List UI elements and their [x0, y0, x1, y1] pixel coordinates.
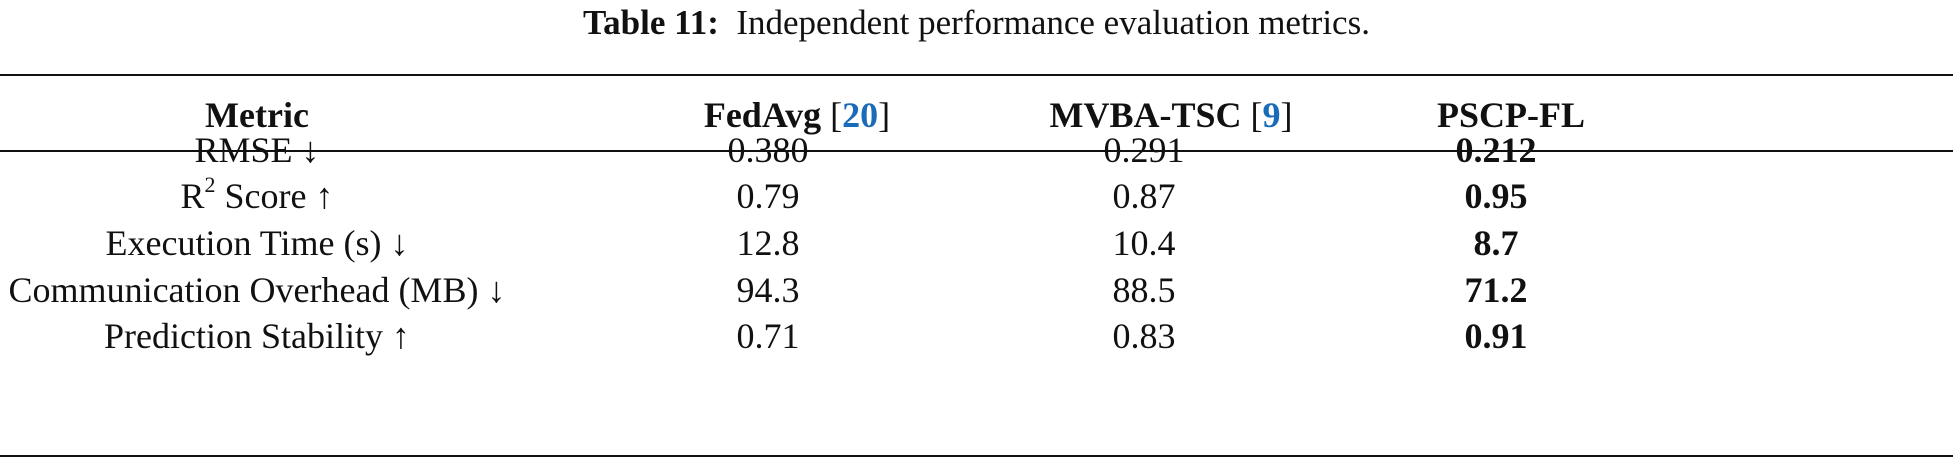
citation-link-9[interactable]: 9 — [1262, 95, 1281, 135]
citation-mvba-tsc: [9] — [1250, 95, 1293, 135]
row-1-metric: RMSE ↓ — [194, 130, 320, 170]
row-2-fedavg: 0.79 — [736, 176, 800, 216]
row-5-pscp-fl: 0.91 — [1464, 316, 1528, 356]
row-3-metric: Execution Time (s) ↓ — [105, 223, 409, 263]
row-2-metric: R2 Score ↑ — [181, 174, 334, 218]
citation-link-20[interactable]: 20 — [842, 95, 879, 135]
header-mvba-tsc-label: MVBA-TSC — [1049, 95, 1242, 135]
row-1-pscp-fl: 0.212 — [1455, 130, 1537, 170]
row-3-mvba-tsc: 10.4 — [1112, 223, 1176, 263]
row-3-pscp-fl: 8.7 — [1473, 223, 1519, 263]
row-5-metric: Prediction Stability ↑ — [104, 316, 410, 356]
row-2-metric-suffix: Score ↑ — [215, 176, 334, 216]
table-header-rule — [0, 150, 1953, 152]
table-caption-text: Independent performance evaluation metri… — [736, 3, 1370, 42]
row-2-metric-prefix: R — [180, 176, 205, 216]
row-1-fedavg: 0.380 — [727, 130, 809, 170]
header-fedavg-label: FedAvg — [703, 95, 822, 135]
row-2-mvba-tsc: 0.87 — [1112, 176, 1176, 216]
row-3-fedavg: 12.8 — [736, 223, 800, 263]
row-4-metric: Communication Overhead (MB) ↓ — [8, 270, 506, 310]
row-2-pscp-fl: 0.95 — [1464, 176, 1528, 216]
table-top-rule — [0, 74, 1953, 76]
header-fedavg: FedAvg [20] — [704, 93, 890, 137]
header-pscp-fl: PSCP-FL — [1437, 95, 1585, 135]
table-caption-label: Table 11: — [583, 3, 719, 42]
table-caption: Table 11: Independent performance evalua… — [0, 0, 1953, 45]
row-1-mvba-tsc: 0.291 — [1103, 130, 1185, 170]
citation-fedavg: [20] — [830, 95, 891, 135]
row-4-mvba-tsc: 88.5 — [1112, 270, 1176, 310]
row-5-fedavg: 0.71 — [736, 316, 800, 356]
row-4-pscp-fl: 71.2 — [1464, 270, 1528, 310]
row-4-fedavg: 94.3 — [736, 270, 800, 310]
table-bottom-rule — [0, 455, 1953, 457]
header-metric: Metric — [205, 95, 309, 135]
header-mvba-tsc: MVBA-TSC [9] — [1049, 93, 1292, 137]
row-2-metric-superscript: 2 — [204, 172, 216, 197]
row-5-mvba-tsc: 0.83 — [1112, 316, 1176, 356]
